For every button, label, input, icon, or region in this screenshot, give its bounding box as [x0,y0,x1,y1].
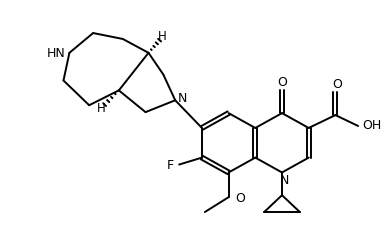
Text: N: N [279,174,289,187]
Text: H: H [158,31,167,43]
Text: O: O [236,192,245,205]
Text: O: O [277,76,287,89]
Text: H: H [97,102,106,115]
Text: N: N [177,92,187,105]
Text: HN: HN [47,47,66,60]
Text: OH: OH [362,120,382,132]
Text: F: F [167,159,174,172]
Text: O: O [333,78,342,91]
